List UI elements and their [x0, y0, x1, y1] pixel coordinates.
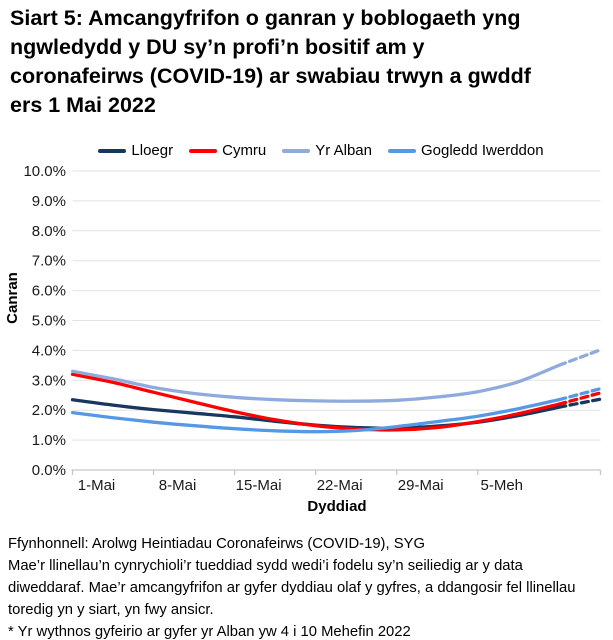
legend-label: Cymru	[222, 142, 267, 159]
series-dashed-segment	[557, 391, 603, 406]
series-solid-segment	[70, 363, 561, 403]
y-tick-label: 4.0%	[32, 342, 66, 359]
series-solid-segment	[70, 398, 561, 434]
x-tick-label: 8-Mai	[159, 477, 197, 494]
legend-item-yr-alban: Yr Alban	[282, 142, 372, 160]
y-tick-label: 6.0%	[32, 283, 66, 300]
x-axis-title: Dyddiad	[307, 498, 366, 515]
legend-item-gogledd-iwerddon: Gogledd Iwerddon	[388, 142, 544, 160]
legend-item-cymru: Cymru	[189, 142, 266, 160]
legend-line-swatch	[189, 149, 218, 153]
source-note: Ffynhonnell: Arolwg Heintiadau Coronafei…	[8, 536, 425, 552]
legend-line-swatch	[98, 149, 127, 153]
series-line-gogledd-iwerddon	[70, 387, 603, 434]
y-tick-label: 2.0%	[32, 402, 66, 419]
chart-title: Siart 5: Amcangyfrifon o ganran y boblog…	[10, 6, 531, 117]
series-dashed-segment	[557, 348, 603, 367]
y-axis-tick-labels: 0.0% 1.0% 2.0% 3.0% 4.0% 5.0% 6.0% 7.0% 8.0% 9.0%…	[23, 163, 66, 479]
y-axis-title: Canran	[4, 272, 21, 324]
x-tick-label: 29-Mai	[398, 477, 444, 494]
y-tick-label: 7.0%	[32, 253, 66, 270]
legend-label: Lloegr	[131, 142, 174, 159]
scotland-footnote: * Yr wythnos gyfeirio ar gyfer yr Alban …	[8, 624, 411, 640]
series-dashed-segment	[557, 387, 603, 402]
series-dashed-segment	[557, 397, 603, 409]
y-tick-label: 8.0%	[32, 223, 66, 240]
x-tick-label: 1-Mai	[78, 477, 116, 494]
x-tick-label: 22-Mai	[317, 477, 363, 494]
y-tick-label: 5.0%	[32, 313, 66, 330]
series-line-yr-alban	[70, 348, 603, 403]
footer: Ffynhonnell: Arolwg Heintiadau Coronafei…	[8, 533, 610, 640]
series-solid-segment	[70, 372, 561, 432]
legend-line-swatch	[388, 149, 416, 153]
y-tick-label: 10.0%	[23, 165, 66, 180]
model-uncertainty-note: Mae’r llinellau’n cynrychioli’r tueddiad…	[8, 558, 576, 618]
legend-label: Yr Alban	[315, 142, 372, 159]
y-tick-label: 0.0%	[32, 462, 66, 479]
legend-label: Gogledd Iwerddon	[421, 142, 544, 159]
y-tick-label: 3.0%	[32, 372, 66, 389]
y-tick-label: 9.0%	[32, 193, 66, 210]
legend-item-lloegr: Lloegr	[98, 142, 173, 160]
x-tick-label: 15-Mai	[236, 477, 282, 494]
legend-line-swatch	[282, 149, 311, 153]
x-axis: 1-Mai 8-Mai 15-Mai 22-Mai 29-Mai 5-Meh	[71, 469, 602, 494]
x-tick-label: 5-Meh	[480, 477, 523, 494]
y-tick-label: 1.0%	[32, 432, 66, 449]
series-line-cymru	[70, 372, 603, 432]
line-chart-svg: 0.0% 1.0% 2.0% 3.0% 4.0% 5.0% 6.0% 7.0% 8.0% 9.0%…	[4, 163, 603, 515]
chart-area: 0.0% 1.0% 2.0% 3.0% 4.0% 5.0% 6.0% 7.0% 8.0% 9.0%…	[0, 163, 613, 517]
legend: Lloegr Cymru Yr Alban Gogledd Iwerddon	[0, 141, 613, 161]
